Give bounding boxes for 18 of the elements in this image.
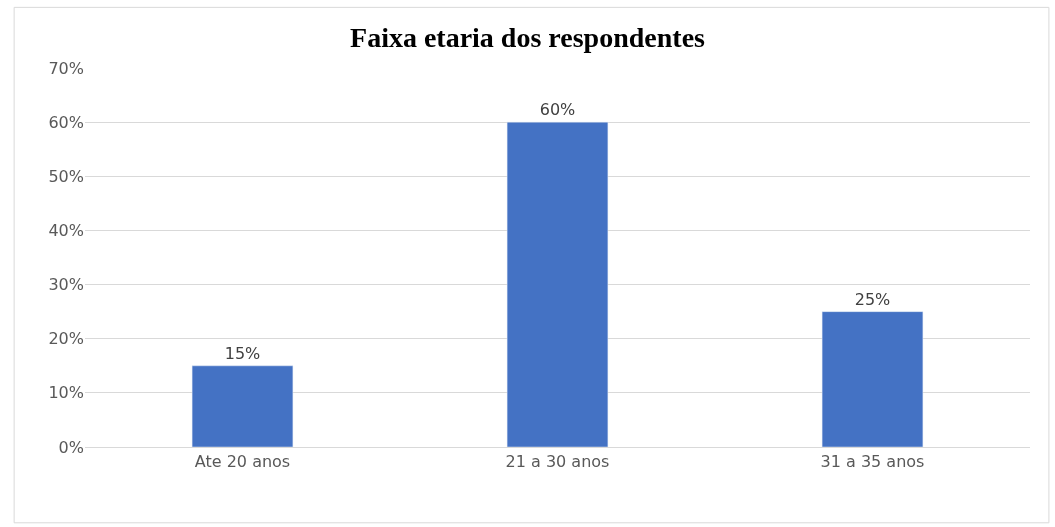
y-tick-label: 0% (58, 437, 84, 457)
bar (821, 311, 924, 447)
y-tick-label: 10% (48, 383, 84, 403)
x-tick-label: 31 a 35 anos (820, 452, 925, 472)
chart-title: Faixa etaria dos respondentes (350, 21, 706, 53)
bar (506, 121, 609, 447)
y-tick-label: 20% (48, 329, 84, 349)
y-tick-label: 30% (48, 275, 84, 295)
y-tick-label: 70% (48, 58, 84, 78)
data-label: 15% (224, 343, 261, 363)
y-tick-label: 60% (48, 112, 84, 132)
y-tick-label: 50% (48, 166, 84, 186)
bar (191, 365, 294, 447)
data-label: 25% (854, 289, 891, 309)
data-label: 60% (539, 100, 576, 120)
x-tick-label: Ate 20 anos (194, 452, 291, 472)
x-tick-label: 21 a 30 anos (505, 452, 610, 472)
y-tick-label: 40% (48, 221, 84, 241)
